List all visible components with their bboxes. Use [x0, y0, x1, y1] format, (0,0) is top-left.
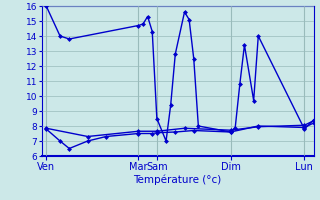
- X-axis label: Température (°c): Température (°c): [133, 174, 222, 185]
